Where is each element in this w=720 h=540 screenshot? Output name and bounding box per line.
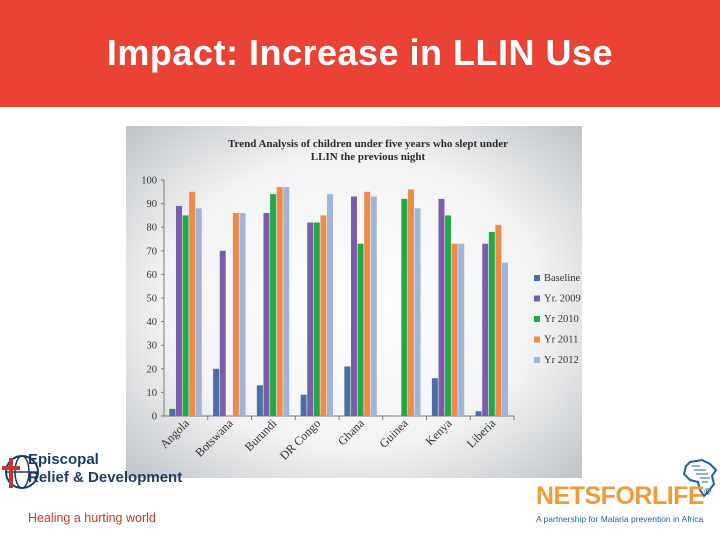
bar-baseline-kenya [431, 378, 438, 416]
bar-yr-2012-guinea [414, 208, 421, 416]
y-tick-label: 90 [147, 199, 158, 210]
episcopal-line-2: Relief & Development [28, 469, 183, 486]
bar-yr-2011-kenya [451, 243, 458, 416]
bar-yr-2012-burundi [283, 187, 290, 416]
y-tick-label: 80 [147, 223, 158, 234]
bar-yr-2010-ghana [357, 243, 364, 416]
bar-baseline-burundi [256, 385, 263, 416]
netsforlife-name: NETSFORLIFE® [536, 482, 711, 510]
bar-yr-2010-kenya [445, 215, 452, 416]
y-tick-label: 0 [152, 412, 157, 423]
africa-map-icon [682, 458, 718, 498]
legend-swatch [534, 295, 540, 302]
bar-yr-2009-botswana [219, 250, 226, 416]
bar-baseline-botswana [213, 368, 220, 416]
y-tick-label: 60 [147, 270, 158, 281]
y-tick-label: 20 [147, 364, 158, 375]
chart-title-line-1: Trend Analysis of children under five ye… [228, 138, 508, 150]
bar-yr-2010-angola [182, 215, 189, 416]
bar-baseline-angola [169, 408, 176, 416]
y-tick-label: 10 [147, 388, 158, 399]
y-tick-label: 50 [147, 294, 158, 305]
legend-swatch [534, 357, 540, 363]
bar-yr-2009-liberia [482, 243, 489, 416]
legend-label: Yr. 2009 [544, 294, 581, 305]
bar-yr-2012-ghana [370, 196, 377, 416]
bar-yr-2011-dr-congo [320, 215, 327, 416]
bar-yr-2011-ghana [364, 191, 371, 416]
episcopal-relief-logo: Episcopal Relief & Development Healing a… [0, 448, 190, 536]
bar-yr-2011-botswana [232, 213, 239, 416]
bar-yr-2011-angola [189, 191, 196, 416]
bar-baseline-ghana [344, 366, 351, 416]
legend-label: Yr 2012 [544, 355, 579, 366]
bar-yr-2009-burundi [263, 213, 270, 416]
bar-yr-2011-burundi [276, 187, 283, 416]
legend-swatch [534, 336, 540, 343]
legend-label: Yr 2010 [544, 314, 579, 325]
slide-header: Impact: Increase in LLIN Use [0, 0, 720, 107]
chart-title-line-2: LLIN the previous night [311, 151, 426, 163]
bar-yr-2010-guinea [401, 198, 408, 416]
bar-baseline-dr-congo [300, 394, 307, 416]
y-tick-label: 70 [147, 246, 158, 257]
legend: Baseline Yr. 2009 Yr 2010 Yr 2011 Yr 2012 [534, 273, 581, 366]
bar-yr-2012-botswana [239, 213, 246, 416]
netsforlife-logo: NETSFORLIFE® A partnership for Malaria p… [532, 456, 720, 536]
bar-yr-2010-burundi [270, 194, 277, 416]
bar-yr-2012-kenya [458, 243, 465, 416]
episcopal-line-1: Episcopal [28, 451, 99, 468]
bar-yr-2012-angola [195, 208, 202, 416]
y-tick-label: 40 [147, 317, 158, 328]
bar-yr-2009-dr-congo [307, 222, 314, 416]
legend-swatch [534, 316, 540, 322]
bar-yr-2009-kenya [438, 198, 445, 416]
bar-yr-2010-liberia [488, 231, 495, 416]
slide-title: Impact: Increase in LLIN Use [106, 32, 614, 73]
globe-cross-icon [2, 455, 39, 489]
y-tick-label: 100 [141, 176, 157, 187]
netsforlife-tagline: A partnership for Malaria prevention in … [536, 514, 704, 524]
bar-yr-2009-ghana [350, 196, 357, 416]
bar-yr-2011-guinea [407, 189, 414, 416]
bar-yr-2011-liberia [495, 224, 502, 416]
chart-image: Trend Analysis of children under five ye… [126, 126, 582, 478]
legend-swatch [534, 275, 540, 281]
bar-yr-2009-angola [175, 205, 182, 416]
bar-chart: Trend Analysis of children under five ye… [126, 126, 582, 478]
bar-yr-2012-dr-congo [327, 194, 334, 416]
bar-baseline-liberia [475, 411, 482, 416]
y-tick-label: 30 [147, 341, 158, 352]
legend-label: Baseline [544, 273, 580, 284]
episcopal-tagline: Healing a hurting world [28, 511, 156, 525]
bar-yr-2010-dr-congo [313, 222, 320, 416]
bar-yr-2012-liberia [502, 262, 509, 416]
legend-label: Yr 2011 [544, 335, 578, 346]
